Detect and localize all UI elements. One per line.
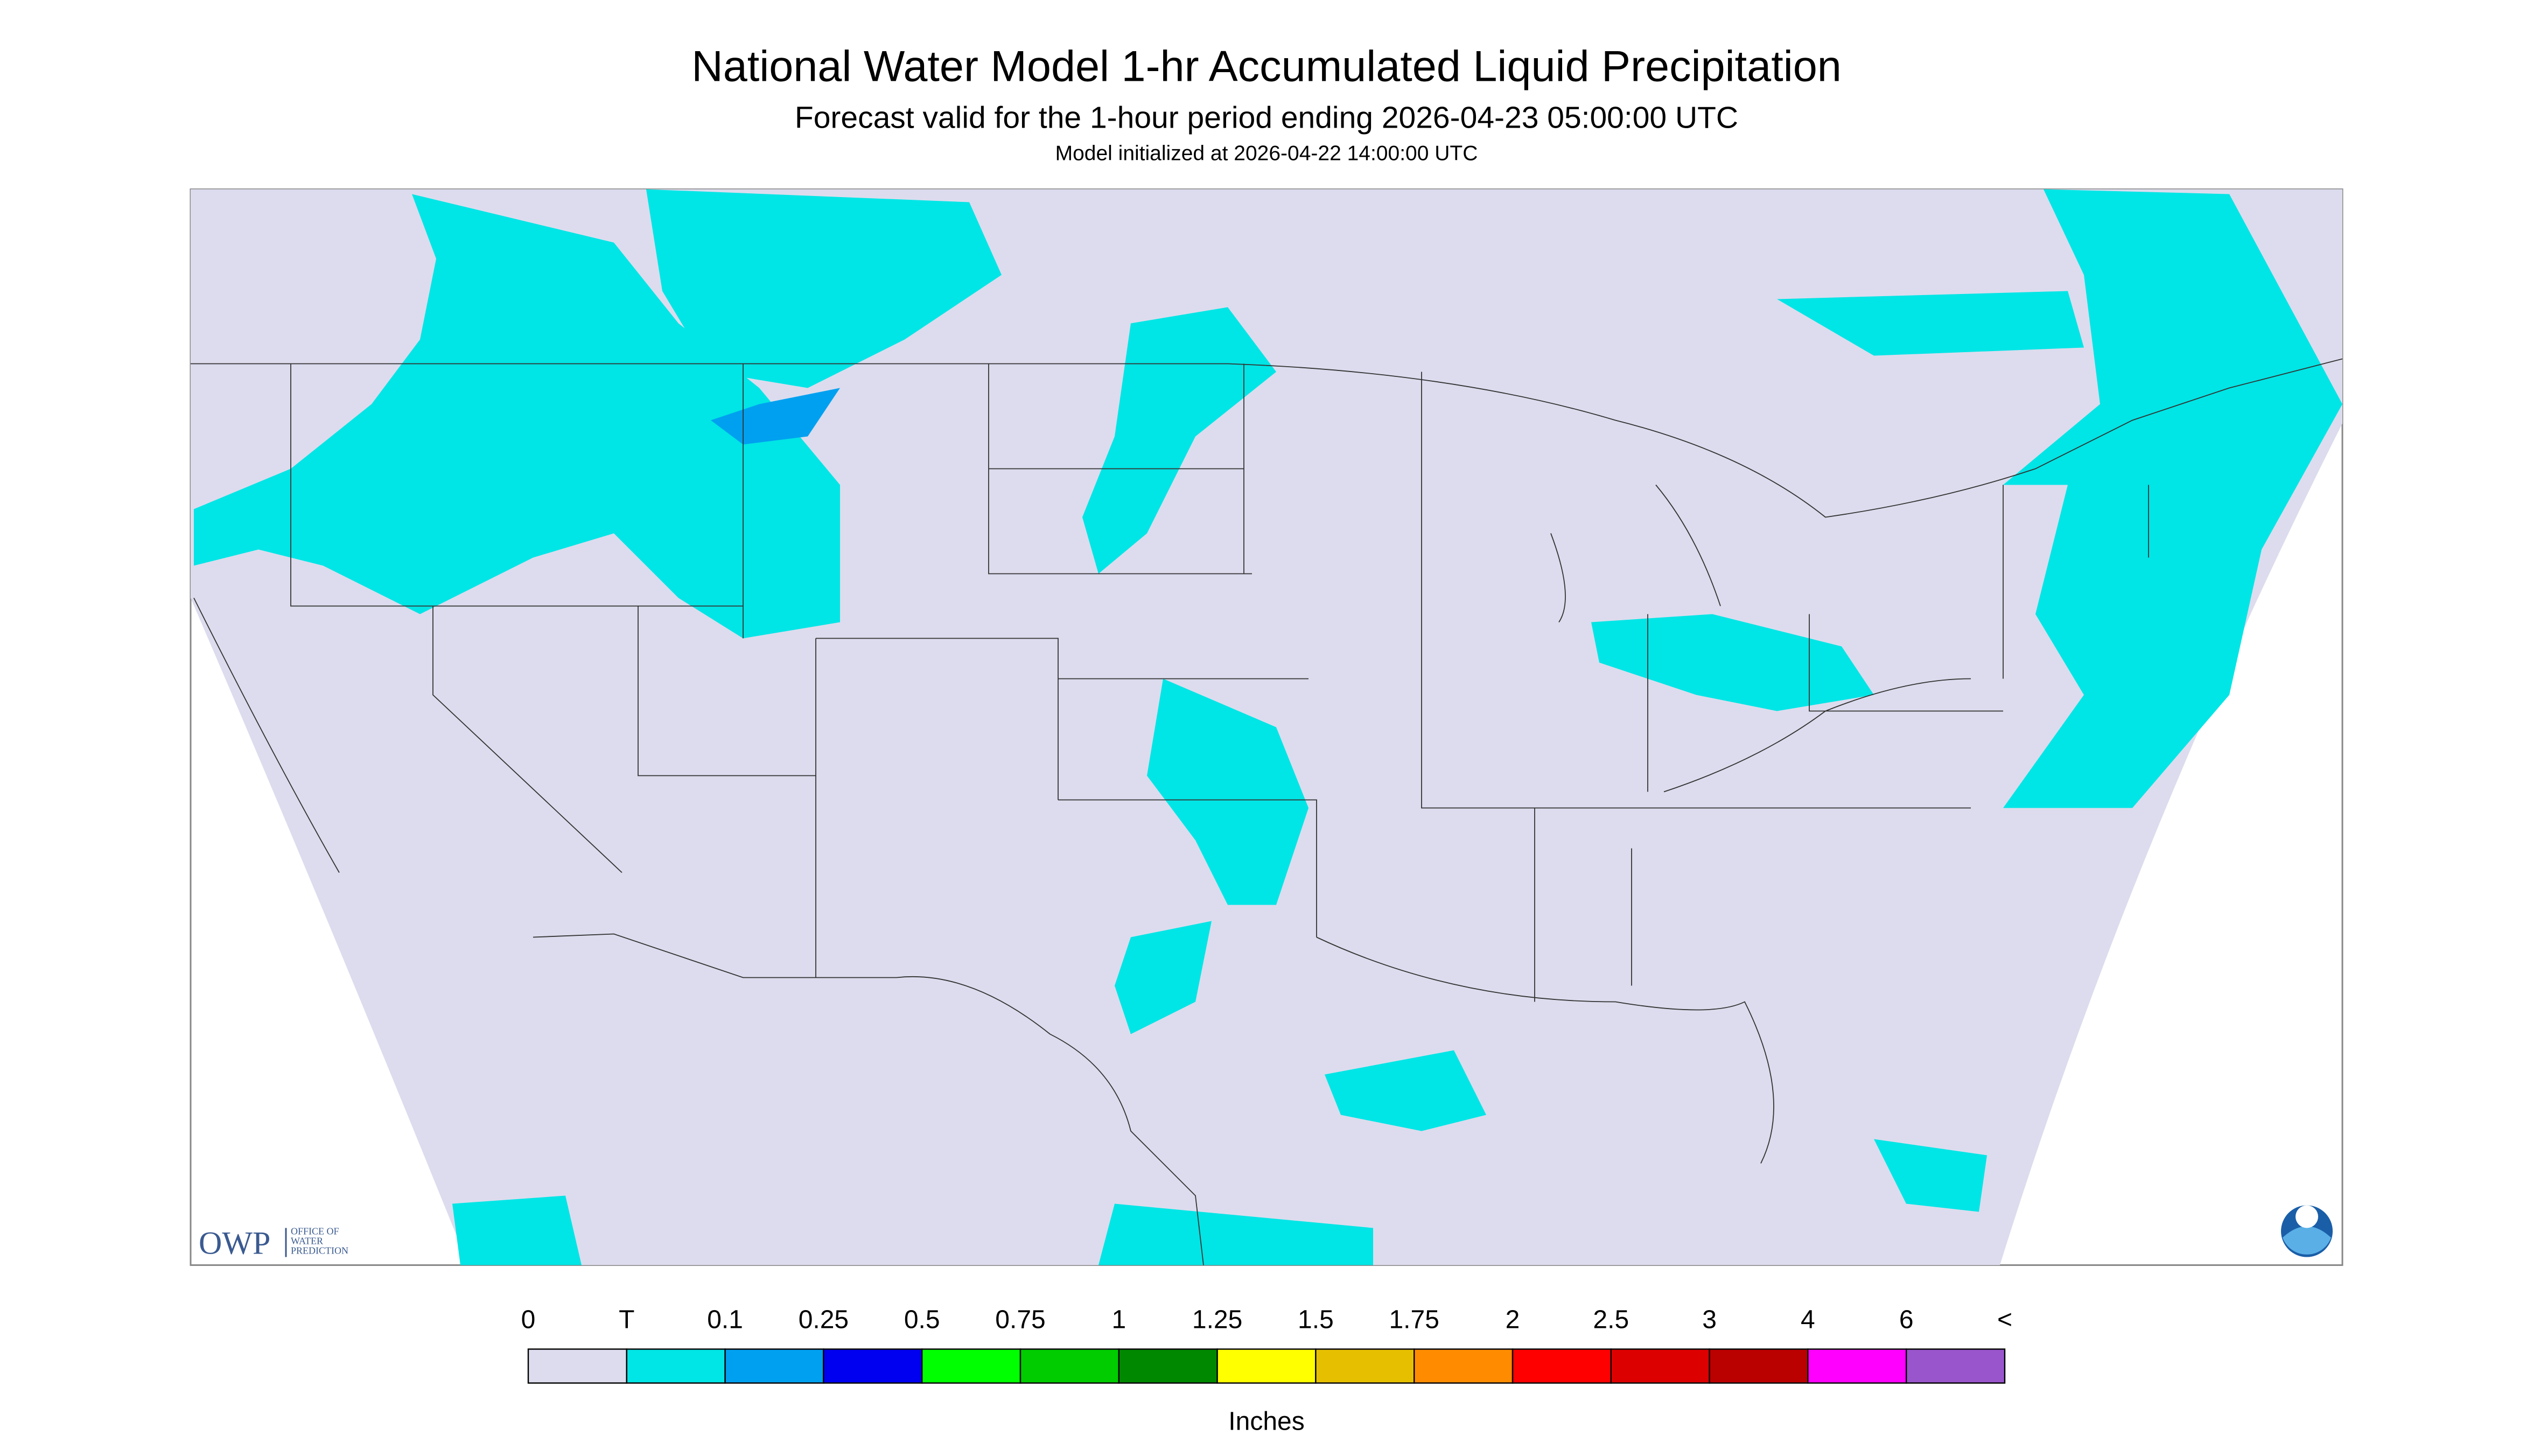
legend-label: 0.1 (707, 1306, 743, 1334)
legend-label: 3 (1702, 1306, 1717, 1334)
legend-swatch (724, 1348, 824, 1384)
map: OWP OFFICE OF WATER PREDICTION (190, 188, 2343, 1266)
legend-swatch (1807, 1348, 1907, 1384)
legend-swatch (1019, 1348, 1120, 1384)
legend-swatch (1118, 1348, 1218, 1384)
legend-unit: Inches (1228, 1408, 1304, 1436)
legend: 0 T 0.1 0.25 0.5 0.75 1 1.25 1.5 1.75 2 2.5 3 4 6 < (521, 1306, 2012, 1384)
legend-label: 1.75 (1389, 1306, 1439, 1334)
legend-label: 4 (1801, 1306, 1815, 1334)
legend-swatch (921, 1348, 1021, 1384)
legend-label: 6 (1899, 1306, 1914, 1334)
noaa-logo (2281, 1205, 2333, 1257)
legend-label: 1.5 (1298, 1306, 1334, 1334)
logo-text: PREDICTION (291, 1245, 348, 1256)
legend-swatch (1315, 1348, 1415, 1384)
legend-label: 2.5 (1593, 1306, 1629, 1334)
legend-label: 0.75 (995, 1306, 1045, 1334)
legend-label: 0 (521, 1306, 536, 1334)
init-time: Model initialized at 2026-04-22 14:00:00… (1055, 142, 1478, 165)
legend-label: 0.5 (904, 1306, 940, 1334)
subtitle: Forecast valid for the 1-hour period end… (795, 101, 1738, 135)
legend-label: 1 (1111, 1306, 1126, 1334)
legend-label: < (1997, 1306, 2012, 1334)
legend-swatch (626, 1348, 726, 1384)
legend-label: 2 (1506, 1306, 1520, 1334)
legend-label: 1.25 (1192, 1306, 1242, 1334)
legend-swatch (1512, 1348, 1612, 1384)
legend-swatch (823, 1348, 923, 1384)
legend-label: T (619, 1306, 634, 1334)
legend-swatch (1216, 1348, 1317, 1384)
legend-swatch (1709, 1348, 1809, 1384)
legend-label: 0.25 (799, 1306, 849, 1334)
legend-swatch (1610, 1348, 1710, 1384)
logo-text: OFFICE OF (291, 1226, 339, 1237)
owp-logo: OWP OFFICE OF WATER PREDICTION (199, 1226, 348, 1261)
title: National Water Model 1-hr Accumulated Li… (691, 43, 1842, 91)
legend-swatch (1414, 1348, 1514, 1384)
logo-text: WATER (291, 1236, 323, 1247)
boundaries (191, 358, 2343, 1265)
logo-name: OWP (199, 1226, 270, 1261)
precip (194, 189, 2342, 1265)
legend-swatch (1905, 1348, 2006, 1384)
legend-swatch (527, 1348, 628, 1384)
